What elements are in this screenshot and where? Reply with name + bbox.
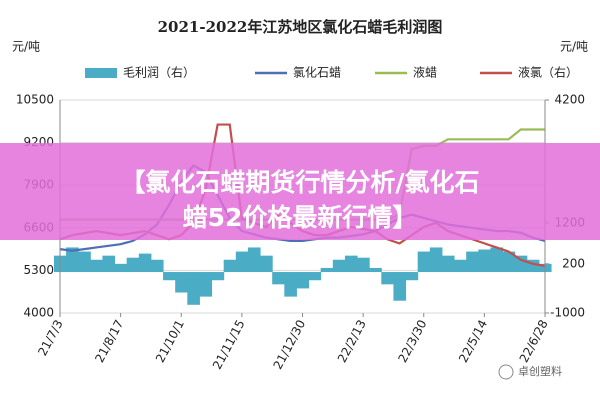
area-bar — [381, 272, 394, 285]
area-bar — [223, 259, 237, 273]
y2-tick-label: 4200 — [554, 93, 585, 107]
area-bar — [78, 251, 91, 273]
area-bar — [90, 259, 103, 273]
x-tick-label: 21/8/17 — [92, 317, 126, 364]
area-bar — [138, 253, 152, 273]
x-tick-label: 21/7/3 — [35, 317, 65, 358]
x-tick-label: 22/2/13 — [335, 317, 369, 364]
area-bar — [308, 272, 322, 281]
area-bar — [211, 272, 225, 281]
legend-label: 液蜡 — [413, 65, 437, 80]
area-bar — [187, 272, 200, 305]
y2-axis-label: 元/吨 — [560, 40, 588, 54]
area-bar — [405, 272, 419, 281]
area-bar — [454, 259, 467, 273]
area-bar — [272, 272, 285, 285]
area-bar — [284, 272, 297, 297]
area-bar — [114, 263, 128, 273]
area-bar — [102, 255, 116, 273]
y2-tick-label: 200 — [562, 256, 585, 270]
area-bar — [66, 247, 79, 273]
x-tick-label: 22/6/28 — [517, 317, 551, 364]
area-bar — [126, 257, 140, 273]
watermark: 卓创塑料 — [518, 364, 562, 378]
area-bar — [247, 247, 261, 273]
y-tick-label: 4000 — [23, 306, 54, 320]
area-bar — [429, 247, 443, 273]
area-bar — [441, 255, 455, 273]
x-tick-label: 21/11/15 — [210, 317, 248, 371]
area-bar — [260, 255, 273, 273]
area-bar — [332, 259, 346, 273]
area-bar — [199, 272, 213, 297]
legend-label: 氯化石蜡 — [293, 66, 341, 80]
area-bar — [163, 272, 176, 281]
banner — [0, 143, 600, 240]
area-bar — [357, 257, 370, 273]
banner-line: 蜡52价格最新行情】 — [183, 203, 418, 232]
area-bar — [478, 249, 491, 273]
x-tick-label: 21/10/1 — [153, 317, 187, 364]
area-bar — [175, 272, 188, 293]
area-bar — [502, 251, 516, 273]
area-bar — [150, 259, 164, 273]
area-bar — [417, 251, 431, 273]
y-tick-label: 5300 — [23, 263, 54, 277]
banner-line: 【氯化石蜡期货行情分析/氯化石 — [120, 168, 479, 197]
y2-tick-label: -1000 — [550, 306, 585, 320]
area-bar — [369, 267, 382, 273]
area-bar — [490, 247, 504, 273]
legend-label: 毛利润（右） — [123, 65, 195, 80]
area-bar — [393, 272, 407, 301]
x-tick-label: 21/12/30 — [271, 317, 309, 371]
legend-label: 液氯（右） — [518, 65, 578, 80]
x-tick-label: 22/5/14 — [456, 317, 490, 364]
area-bar — [320, 267, 334, 273]
area-bar — [344, 255, 358, 273]
area-bar — [235, 251, 249, 273]
watermark-icon — [498, 364, 514, 380]
area-bar — [296, 272, 310, 289]
chart-title: 2021-2022年江苏地区氯化石蜡毛利润图 — [158, 18, 443, 36]
x-tick-label: 22/3/30 — [395, 317, 429, 364]
y-axis-label: 元/吨 — [12, 40, 40, 54]
area-bar — [466, 251, 479, 273]
legend-swatch — [85, 68, 117, 78]
y-tick-label: 10500 — [16, 93, 54, 107]
